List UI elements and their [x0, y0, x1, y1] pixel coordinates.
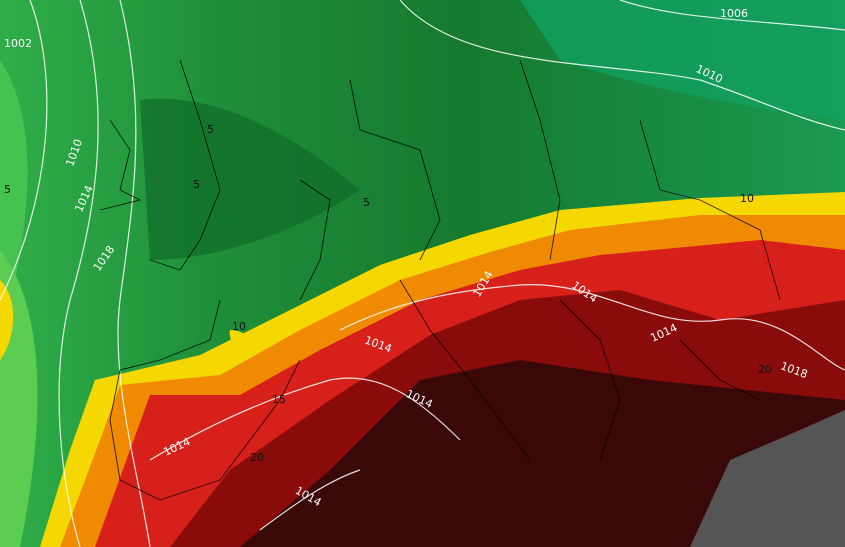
isobar [619, 0, 845, 31]
isobar [0, 0, 48, 301]
temperature-label: 10 [232, 320, 246, 333]
temperature-label: 20 [758, 363, 772, 376]
yellow-zone [0, 280, 14, 360]
darkest-zone [240, 360, 845, 547]
temperature-label: 20 [250, 451, 264, 464]
isobar-label: 1006 [720, 7, 748, 20]
temperature-label: 5 [4, 183, 11, 196]
grey-zone [690, 410, 845, 547]
isobar [149, 377, 461, 461]
isobar [259, 469, 361, 531]
temperature-label: 5 [363, 196, 370, 209]
isobar [339, 284, 845, 371]
temperature-label: 10 [740, 192, 754, 205]
teal-zone [520, 0, 845, 120]
temperature-label: 15 [272, 393, 286, 406]
isobar [58, 0, 99, 547]
temperature-label: 5 [207, 123, 214, 136]
isobar [117, 0, 151, 547]
isobar [399, 0, 845, 131]
yellow-spot [229, 330, 248, 346]
country-border [99, 59, 781, 501]
light-green-zone [0, 60, 28, 320]
dark-green-zone [140, 98, 360, 260]
isobar-label: 1002 [4, 37, 32, 50]
temperature-label: 5 [193, 178, 200, 191]
